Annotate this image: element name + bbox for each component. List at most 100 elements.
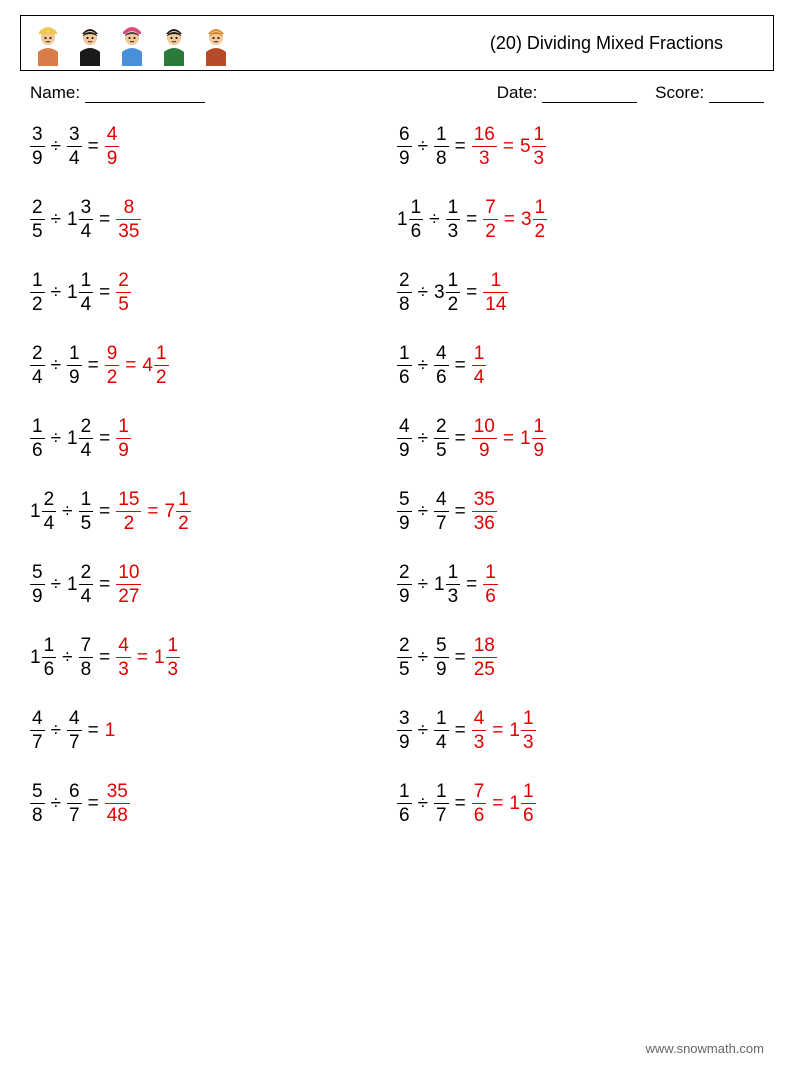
equals: = bbox=[503, 136, 514, 158]
date-line[interactable] bbox=[542, 83, 637, 103]
fraction: 2 8 bbox=[397, 271, 412, 314]
answer: 1 14 bbox=[483, 271, 508, 314]
fraction-bar bbox=[79, 219, 94, 220]
fraction-bar bbox=[67, 146, 82, 147]
fraction-bar bbox=[166, 657, 181, 658]
denominator: 2 bbox=[122, 514, 137, 533]
problem: 5 9 ÷1 2 4 = 10 27 bbox=[30, 563, 397, 606]
numerator: 6 bbox=[397, 125, 412, 144]
denominator: 6 bbox=[42, 660, 57, 679]
divide-op: ÷ bbox=[418, 355, 428, 377]
numerator: 9 bbox=[105, 344, 120, 363]
equals: = bbox=[99, 574, 110, 596]
problem: 1 2 ÷1 1 4 = 2 5 bbox=[30, 271, 397, 314]
fraction-bar bbox=[397, 292, 412, 293]
name-line[interactable] bbox=[85, 83, 205, 103]
denominator: 4 bbox=[79, 587, 94, 606]
problem: 2 8 ÷3 1 2 = 1 14 bbox=[397, 271, 764, 314]
fraction-bar bbox=[30, 730, 45, 731]
numerator: 4 bbox=[105, 125, 120, 144]
fraction: 1 4 bbox=[79, 271, 94, 314]
fraction-bar bbox=[472, 438, 497, 439]
denominator: 9 bbox=[397, 441, 412, 460]
denominator: 9 bbox=[434, 660, 449, 679]
numerator: 2 bbox=[397, 271, 412, 290]
whole-part: 1 bbox=[509, 793, 520, 814]
equals: = bbox=[455, 647, 466, 669]
fraction-bar bbox=[483, 219, 498, 220]
header: (20) Dividing Mixed Fractions bbox=[20, 15, 774, 71]
problem: 1 1 6 ÷ 7 8 = 4 3 =1 1 3 bbox=[30, 636, 397, 679]
fraction: 3 4 bbox=[79, 198, 94, 241]
fraction-bar bbox=[434, 146, 449, 147]
fraction-bar bbox=[472, 365, 487, 366]
avatar-icon bbox=[73, 20, 107, 66]
fraction-bar bbox=[79, 657, 94, 658]
whole-part: 1 bbox=[30, 647, 41, 669]
fraction: 4 9 bbox=[105, 125, 120, 168]
fraction-bar bbox=[79, 584, 94, 585]
denominator: 2 bbox=[446, 295, 461, 314]
numerator: 10 bbox=[116, 563, 141, 582]
problem: 1 6 ÷ 4 6 = 1 4 bbox=[397, 344, 764, 387]
fraction: 1 4 bbox=[434, 709, 449, 752]
page-title: (20) Dividing Mixed Fractions bbox=[490, 33, 723, 54]
numerator: 4 bbox=[397, 417, 412, 436]
fraction: 2 5 bbox=[397, 636, 412, 679]
numerator: 1 bbox=[434, 125, 449, 144]
denominator: 5 bbox=[434, 441, 449, 460]
equals: = bbox=[455, 793, 466, 815]
numerator: 2 bbox=[42, 490, 57, 509]
answer: 18 25 bbox=[472, 636, 497, 679]
numerator: 2 bbox=[116, 271, 131, 290]
numerator: 1 bbox=[176, 490, 191, 509]
denominator: 7 bbox=[434, 806, 449, 825]
fraction: 4 9 bbox=[397, 417, 412, 460]
whole-part: 7 bbox=[165, 501, 176, 522]
answer: 16 3 bbox=[472, 125, 497, 168]
divide-op: ÷ bbox=[418, 282, 428, 304]
fraction: 2 5 bbox=[116, 271, 131, 314]
fraction-bar bbox=[434, 511, 449, 512]
whole-part: 1 bbox=[434, 574, 445, 596]
denominator: 5 bbox=[397, 660, 412, 679]
fraction: 1 3 bbox=[521, 709, 536, 752]
fraction: 1 7 bbox=[434, 782, 449, 825]
problem: 5 9 ÷ 4 7 = 35 36 bbox=[397, 490, 764, 533]
fraction-bar bbox=[397, 365, 412, 366]
numerator: 1 bbox=[79, 271, 94, 290]
fraction-bar bbox=[67, 365, 82, 366]
problem: 1 2 4 ÷ 1 5 = 15 2 =7 1 2 bbox=[30, 490, 397, 533]
fraction-bar bbox=[409, 219, 424, 220]
problem: 6 9 ÷ 1 8 = 16 3 =5 1 3 bbox=[397, 125, 764, 168]
equals: = bbox=[99, 282, 110, 304]
fraction: 10 9 bbox=[472, 417, 497, 460]
problem: 5 8 ÷ 6 7 = 35 48 bbox=[30, 782, 397, 825]
fraction-bar bbox=[30, 803, 45, 804]
fraction: 5 9 bbox=[434, 636, 449, 679]
fraction: 4 7 bbox=[30, 709, 45, 752]
denominator: 9 bbox=[397, 149, 412, 168]
fraction-bar bbox=[116, 292, 131, 293]
problem: 3 9 ÷ 1 4 = 4 3 =1 1 3 bbox=[397, 709, 764, 752]
denominator: 9 bbox=[30, 587, 45, 606]
numerator: 4 bbox=[472, 709, 487, 728]
divide-op: ÷ bbox=[62, 501, 72, 523]
numerator: 3 bbox=[79, 198, 94, 217]
denominator: 3 bbox=[446, 222, 461, 241]
numerator: 2 bbox=[79, 417, 94, 436]
fraction: 1 14 bbox=[483, 271, 508, 314]
fraction-bar bbox=[472, 803, 487, 804]
fraction: 15 2 bbox=[116, 490, 141, 533]
fraction: 1 6 bbox=[483, 563, 498, 606]
fraction: 5 8 bbox=[30, 782, 45, 825]
fraction: 6 9 bbox=[397, 125, 412, 168]
answer: 7 6 bbox=[472, 782, 487, 825]
fraction: 1 6 bbox=[42, 636, 57, 679]
divide-op: ÷ bbox=[51, 355, 61, 377]
numerator: 1 bbox=[532, 125, 547, 144]
whole-part: 1 bbox=[67, 282, 78, 304]
denominator: 7 bbox=[67, 733, 82, 752]
score-line[interactable] bbox=[709, 83, 764, 103]
fraction: 1 3 bbox=[532, 125, 547, 168]
